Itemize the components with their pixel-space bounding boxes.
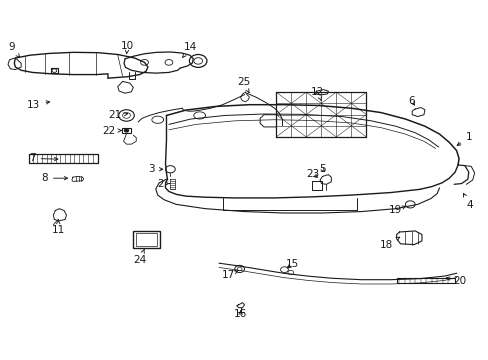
Text: 21: 21 — [108, 111, 127, 121]
Text: 16: 16 — [233, 310, 247, 319]
Bar — [122, 128, 131, 134]
Text: 20: 20 — [446, 276, 466, 286]
Text: 3: 3 — [148, 164, 163, 174]
Text: 11: 11 — [52, 220, 65, 235]
Circle shape — [124, 129, 128, 132]
Text: 17: 17 — [222, 270, 238, 280]
Text: 12: 12 — [310, 87, 324, 100]
Text: 6: 6 — [407, 96, 414, 106]
Text: 4: 4 — [463, 193, 472, 210]
Text: 5: 5 — [319, 164, 325, 174]
Text: 19: 19 — [388, 206, 405, 216]
Text: 10: 10 — [121, 41, 134, 54]
Text: 25: 25 — [236, 77, 250, 93]
Text: 14: 14 — [182, 42, 197, 58]
Text: 2: 2 — [157, 179, 169, 189]
Text: 18: 18 — [380, 237, 399, 249]
Text: 24: 24 — [133, 249, 146, 265]
Text: 7: 7 — [29, 153, 58, 163]
Text: 9: 9 — [8, 42, 20, 57]
Bar — [133, 231, 160, 248]
Text: 1: 1 — [456, 132, 471, 145]
Text: 8: 8 — [41, 173, 67, 183]
Bar — [136, 233, 157, 246]
Text: 13: 13 — [27, 100, 49, 110]
Text: 15: 15 — [285, 259, 298, 269]
Text: 23: 23 — [305, 168, 319, 179]
Text: 22: 22 — [102, 126, 121, 135]
